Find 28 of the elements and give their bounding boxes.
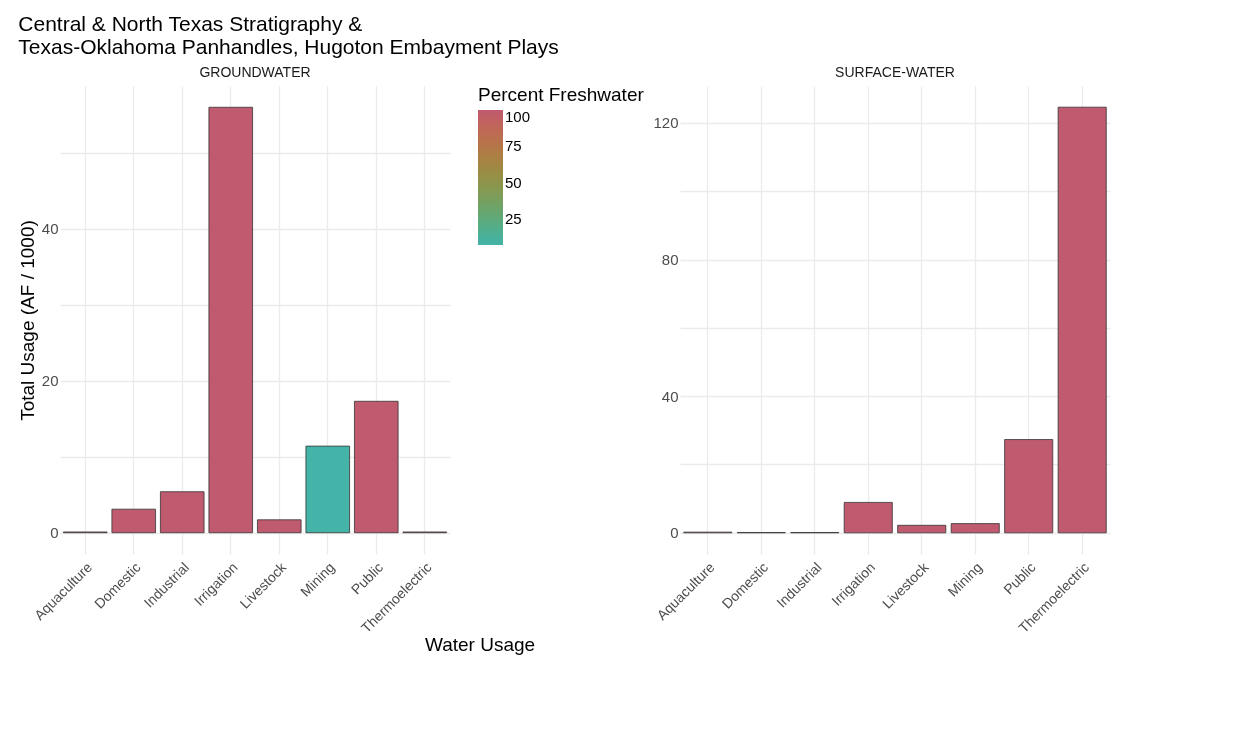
y-tick-label: 40 — [41, 220, 59, 238]
bar — [208, 106, 253, 534]
bar — [257, 519, 302, 534]
x-axis-title: Water Usage — [424, 634, 536, 655]
y-tick-label: 120 — [653, 114, 679, 132]
bar — [111, 508, 156, 534]
y-tick-label: 80 — [661, 251, 679, 269]
y-tick-label: 40 — [661, 387, 679, 405]
y-axis-title: Total Usage (AF / 1000) — [16, 220, 38, 421]
bar — [160, 491, 205, 534]
chart-subtitle: GROUNDWATER — [199, 64, 311, 80]
color-bar-label: 50 — [505, 173, 522, 191]
bar — [1004, 439, 1054, 534]
chart-subtitle: SURFACE-WATER — [835, 64, 955, 80]
color-bar-label: 75 — [505, 137, 522, 155]
y-tick-label: 20 — [41, 372, 59, 390]
legend-title: Percent Freshwater — [478, 84, 645, 105]
color-bar-label: 25 — [505, 209, 522, 227]
y-tick-label: 0 — [670, 524, 679, 542]
bar — [843, 502, 893, 534]
y-tick-label: 0 — [50, 524, 59, 542]
color-bar-label: 100 — [505, 108, 531, 125]
bar — [305, 445, 350, 534]
bar — [354, 400, 399, 534]
bar — [897, 524, 947, 534]
bar — [950, 523, 1000, 534]
bar — [1057, 106, 1107, 534]
chart-title: Central & North Texas Stratigraphy & Texas-Oklahoma Panhandles, Hugoton Embayment Plays — [18, 12, 559, 58]
